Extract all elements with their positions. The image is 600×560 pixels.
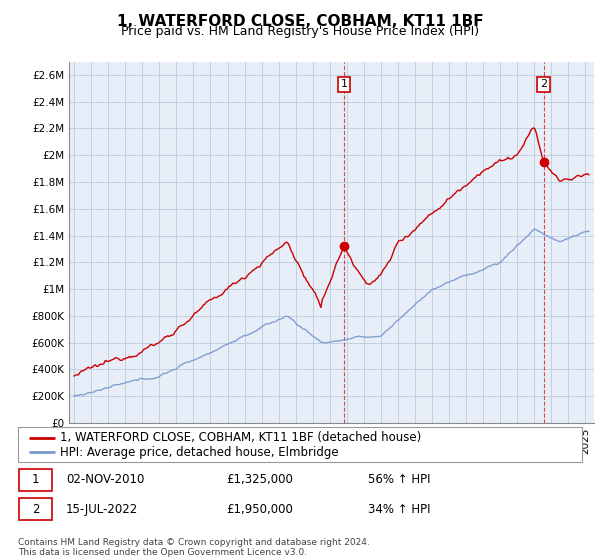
Text: 1: 1 (32, 473, 39, 487)
Bar (19, 498, 52, 520)
Text: 02-NOV-2010: 02-NOV-2010 (66, 473, 145, 487)
Text: 15-JUL-2022: 15-JUL-2022 (66, 502, 138, 516)
Text: £1,950,000: £1,950,000 (227, 502, 293, 516)
Text: 1: 1 (341, 80, 347, 90)
Bar (19, 469, 52, 491)
Text: HPI: Average price, detached house, Elmbridge: HPI: Average price, detached house, Elmb… (60, 446, 339, 459)
Text: 34% ↑ HPI: 34% ↑ HPI (368, 502, 430, 516)
Text: 56% ↑ HPI: 56% ↑ HPI (368, 473, 430, 487)
Text: Contains HM Land Registry data © Crown copyright and database right 2024.
This d: Contains HM Land Registry data © Crown c… (18, 538, 370, 557)
Text: Price paid vs. HM Land Registry's House Price Index (HPI): Price paid vs. HM Land Registry's House … (121, 25, 479, 38)
Text: 1, WATERFORD CLOSE, COBHAM, KT11 1BF (detached house): 1, WATERFORD CLOSE, COBHAM, KT11 1BF (de… (60, 431, 422, 444)
Text: 2: 2 (540, 80, 547, 90)
Text: £1,325,000: £1,325,000 (227, 473, 293, 487)
Text: 1, WATERFORD CLOSE, COBHAM, KT11 1BF: 1, WATERFORD CLOSE, COBHAM, KT11 1BF (116, 14, 484, 29)
Text: 2: 2 (32, 502, 39, 516)
